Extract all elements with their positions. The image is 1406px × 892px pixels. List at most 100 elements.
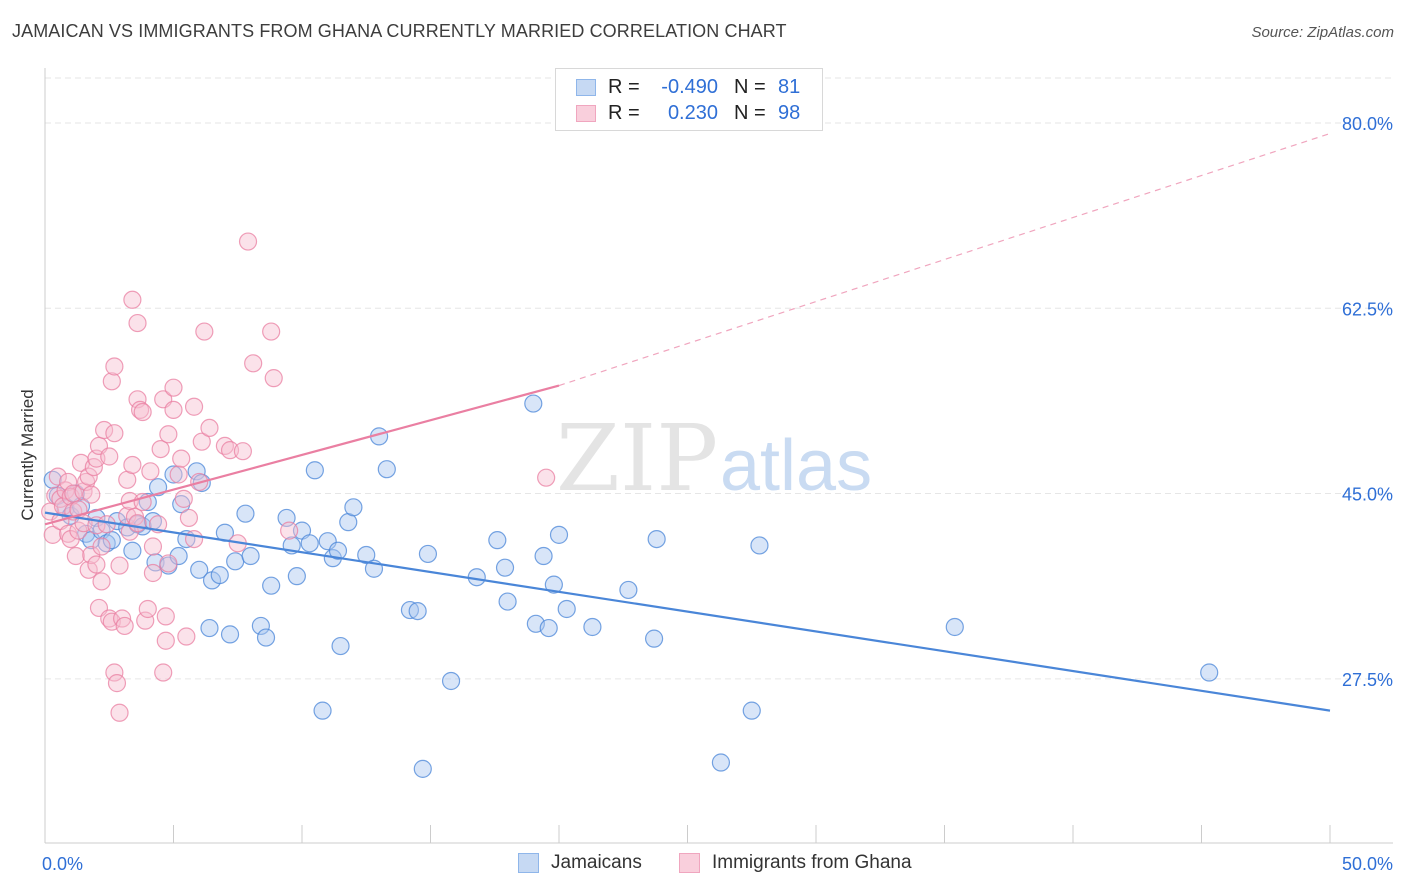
point-jamaicans xyxy=(190,560,209,579)
point-ghana xyxy=(164,400,183,420)
point-jamaicans xyxy=(549,525,569,544)
point-jamaicans xyxy=(123,541,142,560)
point-jamaicans xyxy=(495,558,515,577)
point-ghana xyxy=(110,556,129,575)
point-jamaicans xyxy=(331,636,350,656)
point-ghana xyxy=(177,627,196,646)
point-ghana xyxy=(179,508,199,528)
legend-n-label: N = xyxy=(734,75,766,98)
point-jamaicans xyxy=(711,753,731,772)
point-jamaicans xyxy=(148,478,168,497)
point-jamaicans xyxy=(945,617,964,637)
point-ghana xyxy=(92,572,111,591)
point-jamaicans xyxy=(210,565,229,585)
point-ghana xyxy=(112,609,132,628)
point-jamaicans xyxy=(544,575,563,594)
y-tick-label: 27.5% xyxy=(1342,670,1393,690)
point-ghana xyxy=(133,402,152,422)
point-ghana xyxy=(87,555,106,574)
trend-line-ghana xyxy=(44,384,560,526)
point-jamaicans xyxy=(97,534,116,553)
point-ghana xyxy=(100,609,119,628)
point-ghana xyxy=(184,397,204,416)
point-ghana xyxy=(105,357,124,376)
point-ghana xyxy=(100,447,119,466)
point-jamaicans xyxy=(328,541,348,560)
point-jamaicans xyxy=(241,546,260,566)
point-jamaicans xyxy=(498,592,517,611)
point-jamaicans xyxy=(300,534,319,553)
point-jamaicans xyxy=(534,546,553,566)
series-ghana xyxy=(41,232,556,722)
point-ghana xyxy=(169,465,188,484)
point-jamaicans xyxy=(164,465,183,484)
point-ghana xyxy=(130,400,150,420)
point-ghana xyxy=(195,322,214,341)
point-ghana xyxy=(172,449,191,468)
gridlines xyxy=(45,77,1393,680)
legend-item-jamaicans[interactable]: Jamaicans xyxy=(518,852,642,874)
point-ghana xyxy=(97,515,116,534)
chart-title: JAMAICAN VS IMMIGRANTS FROM GHANA CURREN… xyxy=(12,21,787,41)
point-ghana xyxy=(107,674,127,693)
point-jamaicans xyxy=(619,580,638,600)
point-ghana xyxy=(110,703,129,722)
point-ghana xyxy=(92,537,111,556)
point-ghana xyxy=(59,472,78,492)
legend-r-label: R = xyxy=(608,101,640,124)
point-ghana xyxy=(115,616,134,636)
legend-label-jamaicans: Jamaicans xyxy=(551,852,642,873)
point-ghana xyxy=(200,418,219,438)
point-ghana xyxy=(184,529,204,549)
point-ghana xyxy=(233,442,252,461)
point-ghana xyxy=(220,441,240,460)
point-jamaicans xyxy=(187,462,206,481)
point-jamaicans xyxy=(305,461,324,480)
series-legend: Jamaicans Immigrants from Ghana xyxy=(0,852,1406,878)
point-ghana xyxy=(244,354,263,373)
x-tick-label: 50.0% xyxy=(1342,854,1393,874)
legend-swatch-ghana xyxy=(576,104,596,122)
point-jamaicans xyxy=(251,616,270,636)
legend-item-ghana[interactable]: Immigrants from Ghana xyxy=(679,852,912,874)
point-jamaicans xyxy=(583,617,602,637)
point-ghana xyxy=(143,537,163,556)
point-ghana xyxy=(151,439,170,459)
point-ghana xyxy=(192,432,211,451)
legend-row-jamaicans: R = -0.490 N = 81 xyxy=(576,74,800,100)
point-ghana xyxy=(128,313,147,333)
point-ghana xyxy=(280,521,299,540)
y-tick-label: 80.0% xyxy=(1342,114,1393,134)
legend-swatch-ghana xyxy=(679,853,700,873)
point-ghana xyxy=(95,420,114,440)
point-jamaicans xyxy=(647,529,666,549)
legend-r-label: R = xyxy=(608,75,640,98)
trend-line-ghana-extension xyxy=(558,132,1331,387)
point-ghana xyxy=(238,232,258,251)
x-tick-label: 0.0% xyxy=(42,854,83,874)
point-jamaicans xyxy=(236,504,255,523)
point-jamaicans xyxy=(313,701,332,720)
legend-label-ghana: Immigrants from Ghana xyxy=(712,852,912,873)
point-ghana xyxy=(159,425,178,444)
point-ghana xyxy=(105,663,124,682)
point-ghana xyxy=(174,489,193,508)
series-jamaicans xyxy=(43,394,1219,778)
point-jamaicans xyxy=(524,394,543,413)
point-ghana xyxy=(128,514,147,533)
legend-n-value: 98 xyxy=(778,101,801,124)
point-jamaicans xyxy=(287,567,306,586)
point-jamaicans xyxy=(742,701,761,720)
point-jamaicans xyxy=(377,460,396,479)
y-tick-labels: 27.5% 45.0% 62.5% 80.0% xyxy=(1342,114,1393,690)
point-jamaicans xyxy=(488,531,507,550)
point-jamaicans xyxy=(750,536,769,555)
point-ghana xyxy=(105,424,124,443)
point-jamaicans xyxy=(169,546,188,566)
point-jamaicans xyxy=(357,545,376,565)
point-jamaicans xyxy=(539,618,558,638)
point-ghana xyxy=(43,525,62,544)
legend-swatch-jamaicans xyxy=(518,853,539,873)
trend-line-jamaicans xyxy=(44,511,1331,712)
point-jamaicans xyxy=(1200,663,1219,682)
